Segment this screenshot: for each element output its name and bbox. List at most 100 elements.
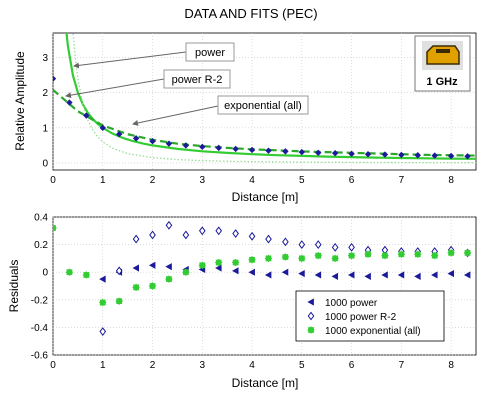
- exponential-residual-point: [99, 298, 107, 307]
- legend-marker-exponential: [307, 326, 315, 334]
- exponential-residual-point: [314, 252, 322, 260]
- power-residual-point: [331, 272, 339, 280]
- top-y-axis-label: Relative Amplitude: [13, 51, 27, 151]
- power-r2-residual-point: [282, 237, 289, 247]
- bottom-y-tick-label: 0.2: [34, 240, 48, 251]
- figure-title: DATA AND FITS (PEC): [184, 6, 317, 21]
- annotation-power-r2: power R-2: [65, 69, 231, 99]
- exponential-residual-point: [414, 250, 422, 258]
- top-x-tick-labels: 0 1 2 3 4 5 6 7 8: [50, 175, 454, 186]
- exponential-residual-point: [53, 224, 57, 232]
- data-point: [331, 149, 339, 157]
- data-point: [282, 148, 289, 155]
- exponential-residual-point: [281, 253, 290, 261]
- annotation-power-box: [185, 42, 235, 62]
- exponential-residual-point: [232, 258, 240, 267]
- legend-label-power-r2: 1000 power R-2: [325, 312, 397, 323]
- bottom-y-tick-label: -0.4: [31, 323, 49, 334]
- data-point: [381, 151, 389, 158]
- power-residual-point: [298, 269, 305, 278]
- power-r2-residual-point: [298, 240, 306, 250]
- power-r2-residual-point: [198, 226, 206, 236]
- legend-label-exponential: 1000 exponential (all): [325, 326, 421, 337]
- power-residual-point: [463, 271, 471, 279]
- top-series: [53, 33, 476, 164]
- top-y-tick-label: 2: [42, 88, 48, 99]
- annotation-power-r2-label: power R-2: [172, 74, 223, 86]
- exponential-residual-point: [431, 252, 439, 260]
- exponential-residual-point: [198, 261, 206, 269]
- exponential-residual-point: [215, 258, 223, 267]
- top-plot: 0 1 2 3 4 5 6 7 8 0 1 2 3 Distance [m] Relative Amp…: [13, 32, 477, 204]
- data-point: [115, 130, 123, 138]
- bottom-y-axis-label: Residuals: [7, 260, 21, 313]
- bottom-x-axis-label: Distance [m]: [232, 376, 299, 390]
- power-r2-residual-point: [265, 234, 272, 244]
- power-r2-residual-point: [165, 220, 173, 230]
- power-r2-residual-point: [149, 230, 156, 240]
- power-residual-point: [248, 268, 255, 276]
- exponential-residual-point: [132, 283, 140, 291]
- exponential-residual-point: [397, 250, 405, 258]
- exponential-residual-point: [347, 252, 356, 260]
- power-residual-point: [447, 269, 454, 278]
- legend-markers: [307, 298, 315, 334]
- data-point: [66, 99, 73, 106]
- top-x-tick-label: 2: [150, 175, 156, 186]
- power-r2-fit-line: [72, 33, 476, 164]
- annotation-exponential-label: exponential (all): [224, 100, 302, 112]
- power-residual-point: [99, 275, 106, 283]
- power-residual-point: [397, 271, 405, 279]
- power-residual-point: [232, 267, 239, 275]
- data-point: [232, 145, 239, 153]
- exponential-residual-point: [182, 268, 190, 276]
- legend: 1000 power 1000 power R-2 1000 exponenti…: [295, 290, 445, 342]
- top-x-tick-label: 5: [299, 175, 305, 186]
- data-point: [348, 150, 355, 158]
- bottom-series: [53, 220, 472, 336]
- bottom-x-tick-label: 3: [200, 360, 206, 371]
- data-point: [248, 146, 256, 154]
- data-point: [315, 149, 322, 156]
- annotation-power: power: [73, 42, 235, 69]
- power-residual-point: [431, 271, 438, 279]
- power-r2-residual-point: [115, 266, 123, 276]
- data-point: [431, 152, 438, 159]
- top-y-tick-label: 1: [42, 123, 48, 134]
- power-residual-point: [264, 271, 272, 279]
- top-x-tick-label: 7: [399, 175, 405, 186]
- data-point: [464, 153, 471, 160]
- exponential-residual-point: [148, 282, 157, 290]
- power-residual-point: [148, 261, 156, 269]
- power-residual-point: [215, 264, 222, 272]
- antenna-device-icon: [426, 45, 460, 65]
- top-x-tick-label: 4: [249, 175, 255, 186]
- exponential-residual-point: [248, 256, 256, 264]
- exponential-residual-point: [82, 271, 90, 279]
- top-x-tick-label: 6: [349, 175, 355, 186]
- power-residual-point: [314, 271, 322, 279]
- bottom-x-tick-labels: 0 1 2 3 4 5 6 7 8: [50, 360, 454, 371]
- data-point: [149, 137, 156, 145]
- exponential-residual-point: [463, 249, 472, 257]
- exponential-residual-point: [264, 254, 273, 262]
- bottom-y-tick-label: -0.6: [31, 351, 49, 362]
- exponential-residual-point: [364, 250, 372, 258]
- frequency-badge: 1 GHz: [414, 35, 471, 92]
- exponential-residual-point: [447, 249, 455, 257]
- bottom-x-tick-label: 2: [150, 360, 156, 371]
- power-r2-residual-point: [314, 240, 322, 250]
- frequency-badge-label: 1 GHz: [426, 76, 458, 88]
- exponential-residual-point: [165, 275, 173, 283]
- bottom-y-tick-label: 0: [42, 268, 48, 279]
- data-point: [99, 124, 106, 132]
- data-point: [199, 143, 206, 151]
- annotation-power-arrow: [73, 51, 187, 69]
- bottom-x-tick-label: 8: [448, 360, 454, 371]
- bottom-y-tick-labels: 0.4 0.2 0 -0.2 -0.4 -0.6: [31, 213, 49, 362]
- power-r2-residual-point: [232, 229, 239, 238]
- data-point: [53, 75, 57, 82]
- power-fit-line: [65, 33, 476, 160]
- top-x-tick-label: 8: [448, 175, 454, 186]
